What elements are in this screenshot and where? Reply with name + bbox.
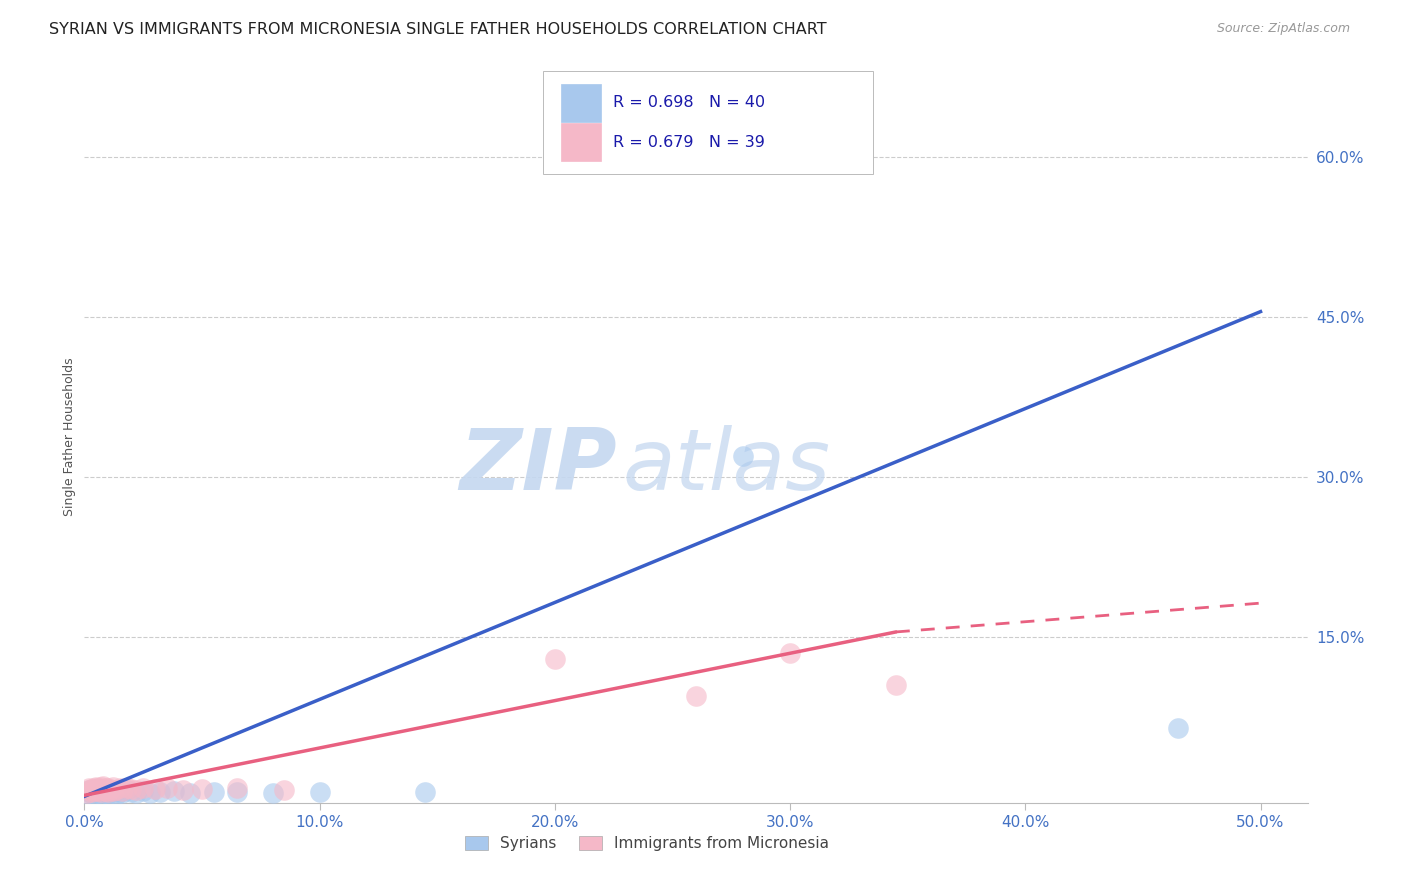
Point — [202, 785, 225, 799]
Point — [80, 785, 103, 799]
Point — [80, 786, 103, 800]
Point — [544, 651, 567, 665]
Point — [105, 787, 128, 801]
Point — [163, 784, 186, 798]
Point — [125, 783, 148, 797]
Point — [101, 786, 124, 800]
Point — [308, 785, 330, 799]
Point — [120, 781, 142, 796]
Point — [97, 780, 120, 795]
Point — [273, 783, 295, 797]
Point — [83, 780, 105, 795]
Point — [149, 785, 172, 799]
Point — [143, 781, 166, 796]
Point — [94, 786, 117, 800]
Point — [179, 786, 201, 800]
Point — [87, 784, 110, 798]
Point — [77, 785, 100, 799]
Point — [115, 783, 138, 797]
FancyBboxPatch shape — [561, 84, 600, 122]
Point — [226, 785, 249, 799]
Point — [104, 784, 127, 798]
Point — [94, 780, 117, 795]
Point — [98, 785, 121, 799]
Point — [90, 781, 112, 796]
Y-axis label: Single Father Households: Single Father Households — [63, 358, 76, 516]
Point — [226, 780, 249, 795]
Point — [90, 785, 112, 799]
Point — [115, 780, 138, 795]
Point — [156, 780, 179, 795]
Point — [91, 783, 114, 797]
Point — [884, 678, 907, 692]
Point — [87, 784, 110, 798]
Point — [98, 783, 121, 797]
Point — [87, 786, 110, 800]
Point — [685, 689, 707, 703]
Point — [139, 786, 162, 800]
Point — [191, 781, 214, 796]
Point — [83, 784, 105, 798]
Point — [262, 786, 284, 800]
Text: SYRIAN VS IMMIGRANTS FROM MICRONESIA SINGLE FATHER HOUSEHOLDS CORRELATION CHART: SYRIAN VS IMMIGRANTS FROM MICRONESIA SIN… — [49, 22, 827, 37]
Point — [108, 780, 131, 795]
Point — [97, 787, 120, 801]
Point — [104, 783, 127, 797]
Point — [80, 784, 103, 798]
Point — [87, 780, 110, 795]
Point — [76, 786, 98, 800]
Point — [91, 779, 114, 793]
Point — [111, 784, 134, 798]
Point — [77, 783, 100, 797]
Text: Source: ZipAtlas.com: Source: ZipAtlas.com — [1216, 22, 1350, 36]
Point — [731, 449, 754, 463]
Point — [84, 780, 107, 794]
Point — [77, 780, 100, 795]
Point — [94, 784, 117, 798]
Point — [83, 787, 105, 801]
Point — [101, 780, 124, 794]
FancyBboxPatch shape — [561, 122, 600, 161]
Point — [125, 786, 148, 800]
Text: R = 0.698   N = 40: R = 0.698 N = 40 — [613, 95, 765, 111]
Point — [108, 785, 131, 799]
Point — [84, 785, 107, 799]
Point — [132, 784, 155, 798]
Point — [90, 780, 112, 794]
FancyBboxPatch shape — [543, 71, 873, 174]
Point — [120, 785, 142, 799]
Point — [97, 785, 120, 799]
Point — [84, 781, 107, 796]
Legend: Syrians, Immigrants from Micronesia: Syrians, Immigrants from Micronesia — [458, 830, 835, 857]
Point — [83, 783, 105, 797]
Point — [94, 784, 117, 798]
Point — [97, 783, 120, 797]
Point — [132, 780, 155, 795]
Point — [80, 781, 103, 796]
Point — [91, 785, 114, 799]
Point — [77, 783, 100, 797]
Point — [111, 786, 134, 800]
Text: ZIP: ZIP — [458, 425, 616, 508]
Text: atlas: atlas — [623, 425, 831, 508]
Point — [1167, 721, 1189, 735]
Point — [90, 787, 112, 801]
Point — [101, 784, 124, 798]
Point — [415, 785, 437, 799]
Point — [84, 783, 107, 797]
Point — [91, 783, 114, 797]
Point — [779, 646, 801, 660]
Text: R = 0.679   N = 39: R = 0.679 N = 39 — [613, 135, 765, 150]
Point — [172, 783, 194, 797]
Point — [76, 787, 98, 801]
